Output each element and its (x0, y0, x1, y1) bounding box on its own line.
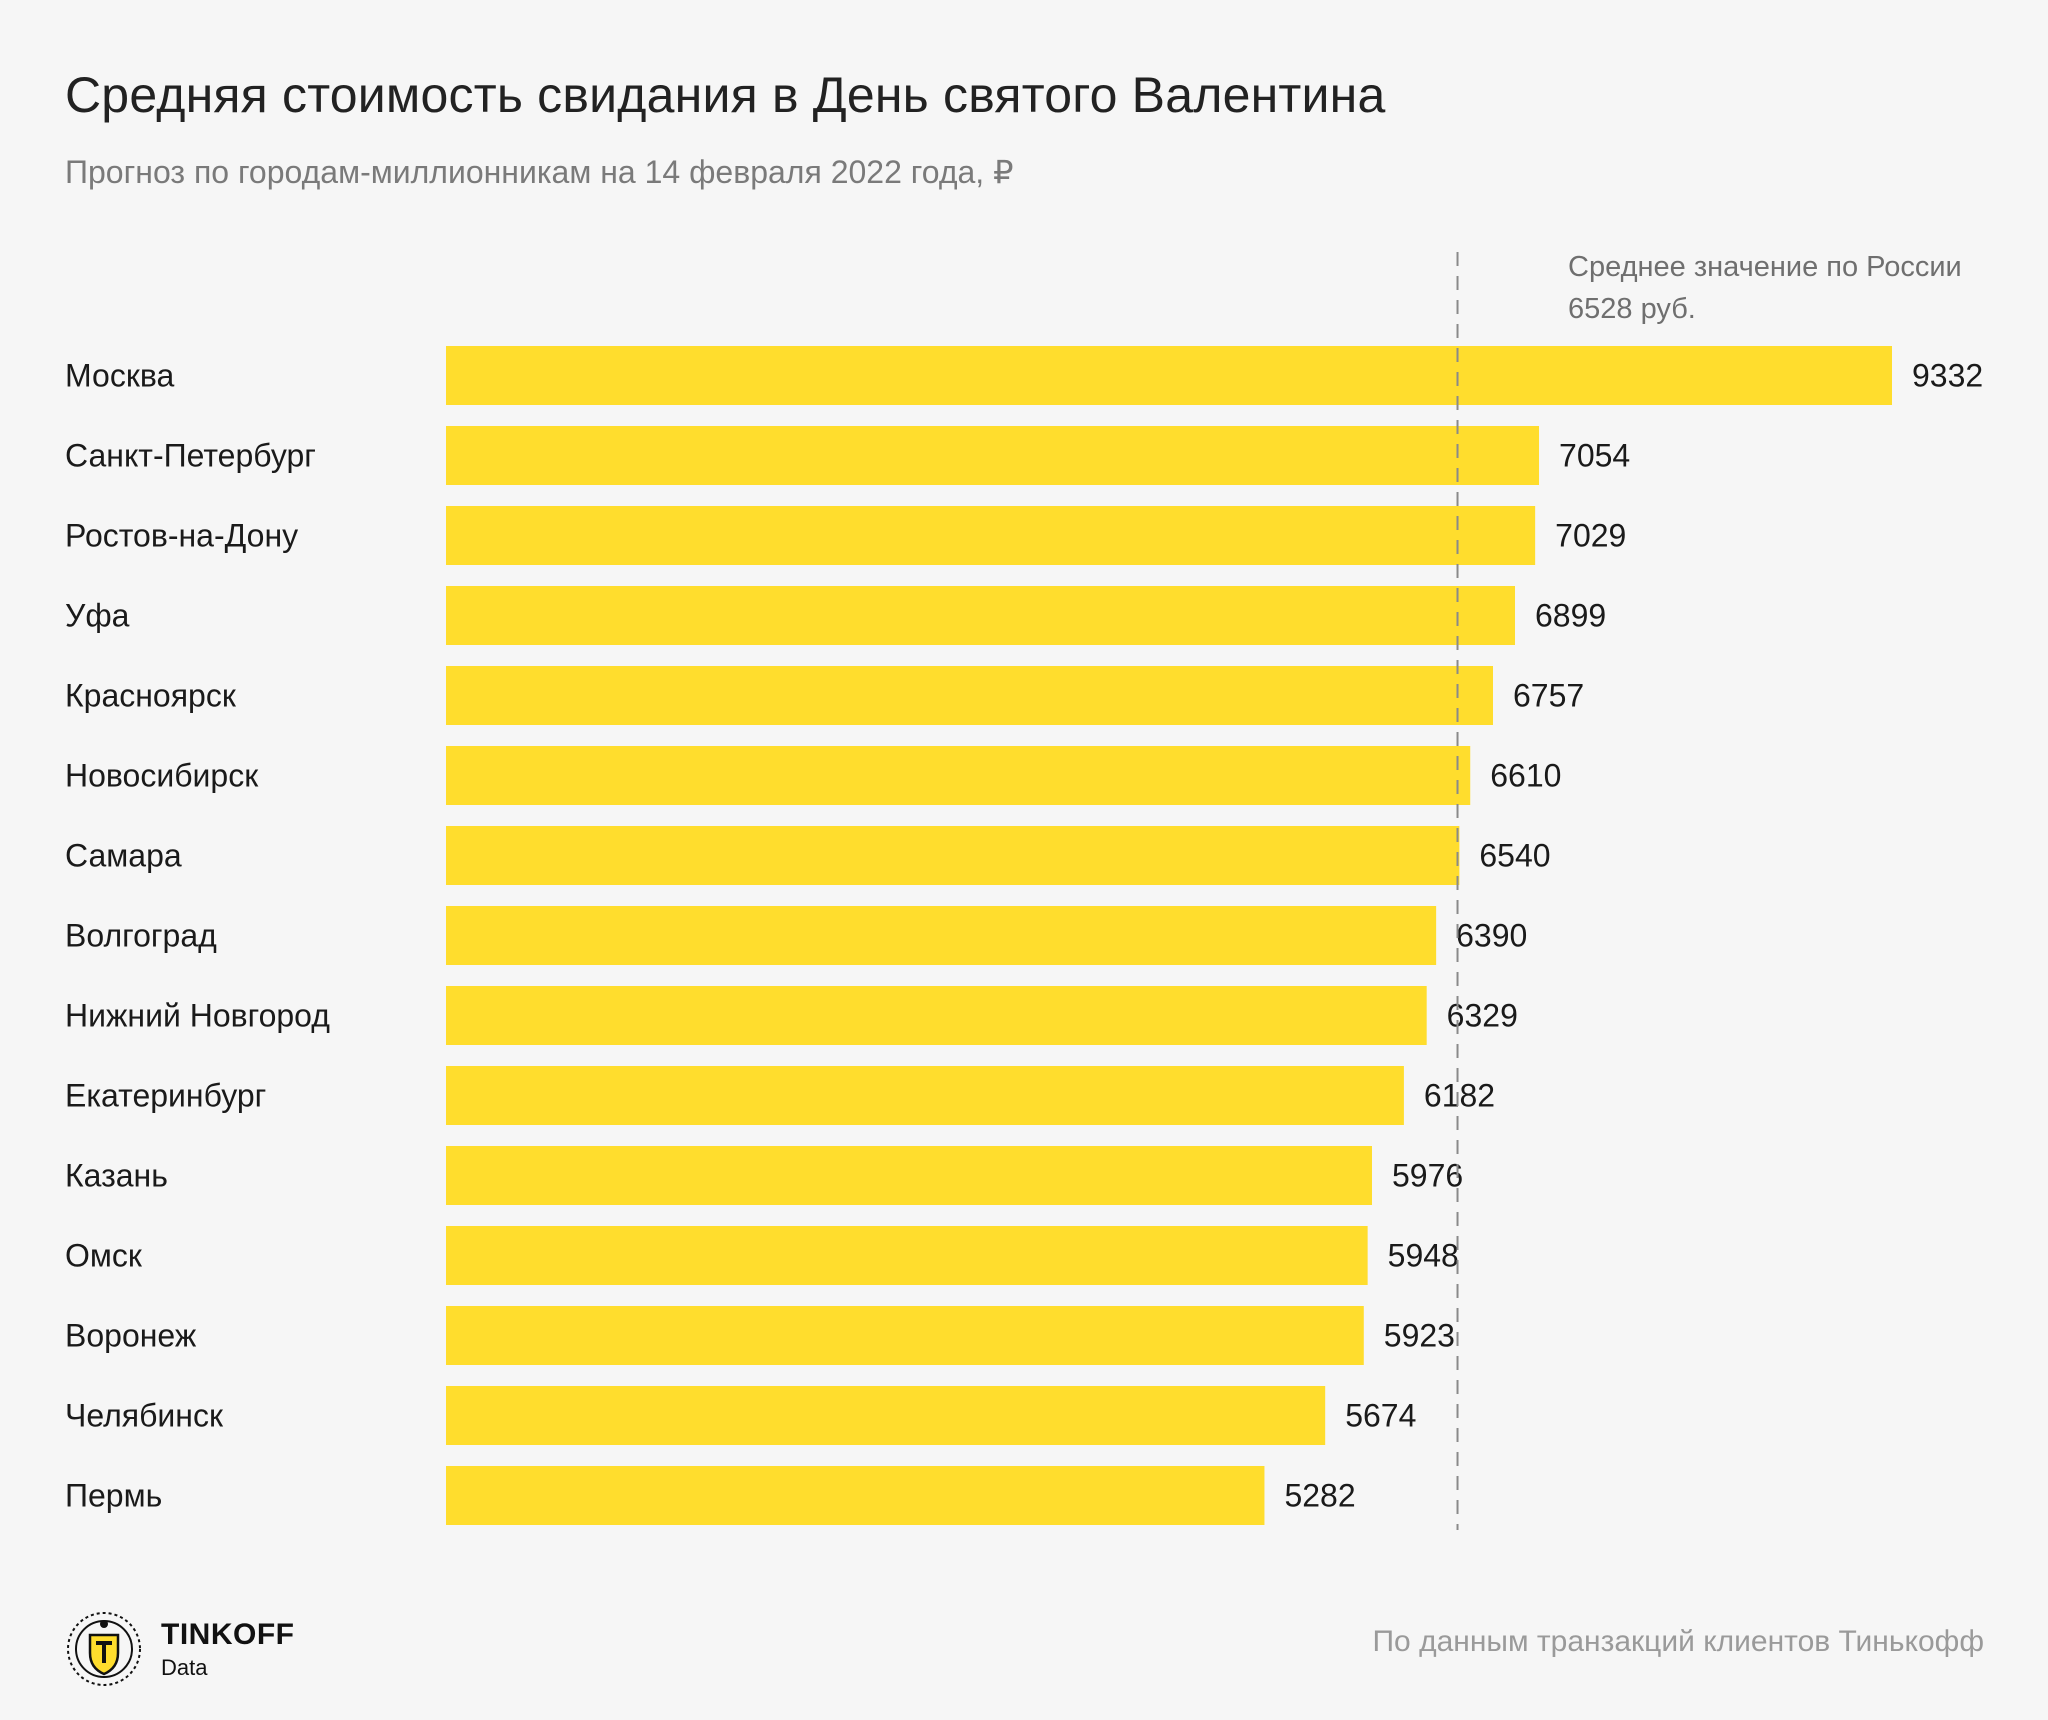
data-label: 6540 (1479, 838, 1550, 874)
brand-name: TINKOFF (161, 1617, 295, 1651)
bar (446, 1466, 1265, 1525)
data-label: 5674 (1345, 1398, 1416, 1434)
category-label: Казань (65, 1158, 168, 1194)
tinkoff-crest-icon (67, 1612, 141, 1686)
data-label: 7029 (1555, 518, 1626, 554)
reference-line-group: Среднее значение по России 6528 руб. (1456, 251, 1962, 1530)
data-label: 5282 (1284, 1478, 1355, 1514)
category-label: Ростов-на-Дону (65, 518, 298, 554)
bar (446, 746, 1471, 805)
data-label: 5948 (1388, 1238, 1459, 1274)
bar (446, 586, 1516, 645)
data-label: 6610 (1490, 758, 1561, 794)
chart-title: Средняя стоимость свидания в День святог… (65, 67, 1386, 123)
category-label: Нижний Новгород (65, 998, 330, 1034)
bar (446, 1146, 1372, 1205)
data-label: 6329 (1447, 998, 1518, 1034)
bar (446, 1226, 1368, 1285)
data-label: 6182 (1424, 1078, 1495, 1114)
category-label: Самара (65, 838, 182, 874)
category-label: Уфа (65, 598, 130, 634)
source-note: По данным транзакций клиентов Тинькофф (1372, 1625, 1984, 1658)
bar (446, 666, 1494, 725)
category-label: Волгоград (65, 918, 217, 954)
chart-subtitle: Прогноз по городам-миллионникам на 14 фе… (65, 154, 1014, 190)
average-value-label: 6528 руб. (1568, 293, 1696, 325)
data-label: 5923 (1384, 1318, 1455, 1354)
bar (446, 506, 1536, 565)
category-label: Пермь (65, 1478, 162, 1514)
average-label: Среднее значение по России (1568, 251, 1962, 283)
bar (446, 346, 1892, 405)
bar (446, 426, 1540, 485)
bar (446, 986, 1427, 1045)
category-label: Москва (65, 358, 174, 394)
tinkoff-logo: TINKOFF Data (65, 1610, 294, 1688)
category-label: Челябинск (65, 1398, 224, 1434)
category-label: Новосибирск (65, 758, 259, 794)
data-label: 6899 (1535, 598, 1606, 634)
category-label: Санкт-Петербург (65, 438, 316, 474)
bar (446, 1306, 1364, 1365)
data-label: 5976 (1392, 1158, 1463, 1194)
category-label: Омск (65, 1238, 143, 1274)
bar (446, 1386, 1326, 1445)
data-label: 9332 (1912, 358, 1983, 394)
bar (446, 906, 1437, 965)
bar (446, 826, 1460, 885)
data-label: 6390 (1456, 918, 1527, 954)
bars-group: Москва 9332 Санкт-Петербург 7054 Ростов-на-Д… (65, 346, 1983, 1525)
category-label: Екатеринбург (65, 1078, 266, 1114)
data-label: 7054 (1559, 438, 1630, 474)
bar (446, 1066, 1404, 1125)
category-label: Красноярск (65, 678, 237, 714)
category-label: Воронеж (65, 1318, 197, 1354)
data-label: 6757 (1513, 678, 1584, 714)
brand-sub: Data (161, 1655, 208, 1681)
